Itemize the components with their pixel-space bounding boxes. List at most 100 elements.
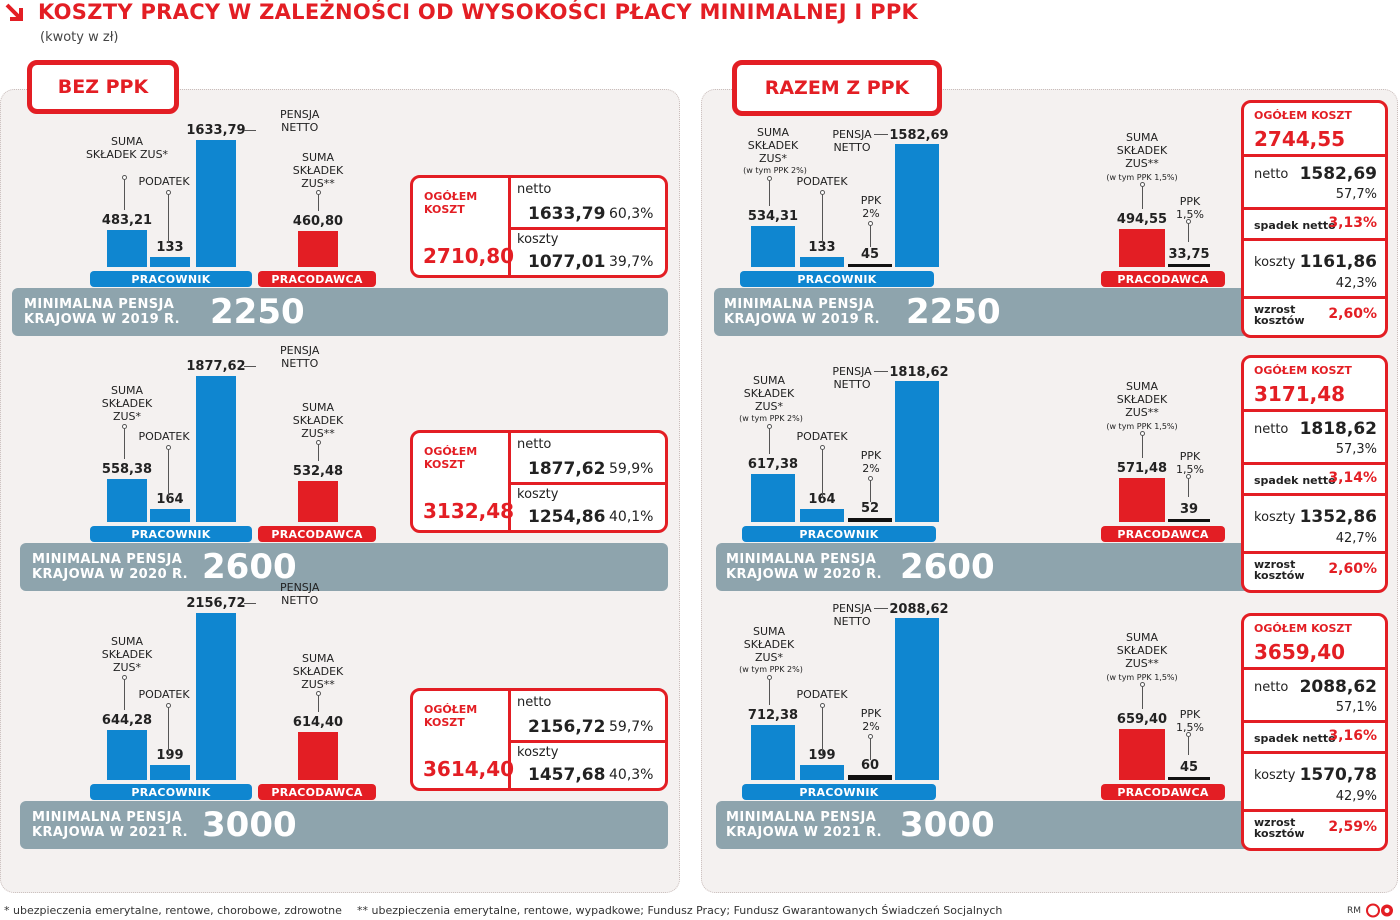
summary-netto-value-5: 2088,62 [1299, 677, 1377, 697]
value-label-3-4: 494,55 [1116, 211, 1168, 227]
group-pracownik-1: PRACOWNIK [90, 526, 252, 542]
summary-sep4-4 [1244, 551, 1385, 554]
bar-4-3 [895, 381, 939, 522]
leader-podatek-2-dot [166, 703, 171, 708]
summary-total-3: 2744,55 [1254, 127, 1346, 151]
summary-sep2-3 [1244, 207, 1385, 210]
band-4: MINIMALNA PENSJA KRAJOWA W 2020 R. 2600 [716, 543, 1256, 591]
caption-zus-2: SUMA SKŁADEK ZUS* [101, 635, 153, 675]
caption-zus-0: SUMA SKŁADEK ZUS* [85, 134, 169, 161]
summary-koszty-value-2: 1457,68 [528, 765, 606, 785]
summary-sep3-4 [1244, 493, 1385, 496]
summary-netto-pct-2: 59,7% [609, 719, 654, 735]
summary-netto-label-2: netto [517, 695, 552, 710]
caption-ppk15-3: PPK 1,5% [1176, 195, 1204, 221]
summary-koszty-pct-1: 40,1% [609, 509, 654, 525]
leader-ppk15-4-dot [1186, 474, 1191, 479]
bar-4-1 [800, 509, 844, 522]
group-pracownik-5: PRACOWNIK [742, 784, 936, 800]
bar-0-1 [150, 256, 190, 267]
band-2: MINIMALNA PENSJA KRAJOWA W 2021 R. 3000 [20, 801, 668, 849]
summary-spadek-label-4: spadek netto [1254, 474, 1336, 487]
summary-netto-pct-3: 57,7% [1335, 187, 1377, 202]
leader-zus2-5-dot [1140, 681, 1145, 687]
leader-zus2-5 [1142, 684, 1143, 709]
summary-netto-value-1: 1877,62 [528, 459, 606, 479]
leader-zus2-2-dot [316, 691, 321, 697]
summary-wzrost-label-5: wzrost kosztów [1254, 816, 1305, 840]
value-label-4-5: 39 [1179, 501, 1199, 517]
summary-koszty-value-1: 1254,86 [528, 507, 606, 527]
group-pracownik-4: PRACOWNIK [742, 526, 936, 542]
summary-box-5: OGÓŁEM KOSZT 3659,40 netto 2088,62 57,1% spad… [1241, 613, 1388, 851]
caption-ppk2-3: PPK 2% [860, 194, 882, 220]
summary-box-0: OGÓŁEM KOSZT 2710,80 netto 1633,79 60,3% kosz… [410, 175, 668, 278]
caption-zus-4: SUMA SKŁADEK ZUS* [743, 374, 795, 414]
summary-netto-pct-5: 57,1% [1335, 700, 1377, 715]
leader-podatek-3-dot [820, 190, 825, 195]
leader-netto-1 [244, 366, 256, 368]
value-label-1-3: 532,48 [292, 463, 344, 479]
summary-divider-v-2 [508, 691, 511, 788]
group-pracodawca-2: PRACODAWCA [258, 784, 376, 800]
summary-netto-pct-0: 60,3% [609, 206, 654, 222]
caption-ppk15-4: PPK 1,5% [1176, 450, 1204, 476]
value-label-0-3: 460,80 [292, 214, 344, 230]
bar-3-5 [1168, 264, 1210, 267]
caption-ppk2-4: PPK 2% [860, 449, 882, 475]
summary-sep2-4 [1244, 462, 1385, 465]
leader-podatek-3 [822, 193, 823, 243]
band-3: MINIMALNA PENSJA KRAJOWA W 2019 R. 2250 [714, 288, 1254, 336]
value-label-4-2: 52 [860, 500, 880, 516]
group-pracownik-0: PRACOWNIK [90, 271, 252, 287]
bar-3-2 [848, 263, 892, 267]
publisher-logo-icon [1366, 903, 1393, 918]
leader-podatek-0 [168, 193, 169, 243]
summary-header-5: OGÓŁEM KOSZT [1254, 622, 1352, 635]
value-label-0-0: 483,21 [101, 212, 153, 228]
leader-ppk2-5 [870, 737, 871, 760]
summary-divider-h-2 [508, 740, 668, 743]
bar-3-3 [895, 144, 939, 267]
caption-podatek-5: PODATEK [796, 688, 848, 701]
summary-netto-value-0: 1633,79 [528, 204, 606, 224]
value-label-4-0: 617,38 [747, 457, 799, 473]
leader-zus2-0 [318, 193, 319, 212]
leader-netto-0 [244, 130, 256, 132]
leader-zus2-4 [1142, 433, 1143, 458]
summary-total-5: 3659,40 [1254, 640, 1346, 664]
leader-zus2-2 [318, 694, 319, 713]
leader-ppk15-3-dot [1186, 219, 1191, 224]
band-0: MINIMALNA PENSJA KRAJOWA W 2019 R. 2250 [12, 288, 668, 336]
caption-ppk15-note-3: (w tym PPK 1,5%) [1106, 172, 1178, 182]
leader-zus-3 [769, 178, 770, 206]
value-label-3-5: 33,75 [1168, 247, 1210, 262]
summary-wzrost-value-5: 2,59% [1328, 819, 1377, 835]
value-label-0-1: 133 [156, 239, 184, 255]
leader-ppk2-3-dot [868, 221, 873, 226]
group-pracodawca-1: PRACODAWCA [258, 526, 376, 542]
leader-podatek-0-dot [166, 190, 171, 195]
band-label-2: MINIMALNA PENSJA KRAJOWA W 2021 R. [32, 810, 188, 840]
summary-koszty-value-5: 1570,78 [1299, 765, 1377, 785]
summary-koszty-value-3: 1161,86 [1299, 252, 1377, 272]
summary-wzrost-value-3: 2,60% [1328, 306, 1377, 322]
leader-ppk2-4 [870, 479, 871, 502]
caption-zus2-5: SUMA SKŁADEK ZUS** [1116, 630, 1168, 670]
summary-koszty-value-4: 1352,86 [1299, 507, 1377, 527]
caption-zus2-4: SUMA SKŁADEK ZUS** [1116, 379, 1168, 419]
summary-koszty-label-0: koszty [517, 232, 559, 247]
bar-0-2 [196, 140, 236, 267]
band-label-4: MINIMALNA PENSJA KRAJOWA W 2020 R. [726, 552, 882, 582]
credit: RM [1347, 906, 1362, 916]
value-label-3-0: 534,31 [747, 208, 799, 224]
caption-ppk15-note-4: (w tym PPK 1,5%) [1106, 421, 1178, 431]
caption-podatek-0: PODATEK [138, 175, 190, 188]
leader-zus-4 [769, 427, 770, 455]
value-label-0-2: 1633,79 [186, 123, 246, 139]
summary-sep4-5 [1244, 809, 1385, 812]
leader-zus2-1-dot [316, 439, 321, 445]
leader-netto-2 [244, 602, 256, 604]
bar-1-3 [298, 480, 338, 522]
bar-3-1 [800, 256, 844, 267]
